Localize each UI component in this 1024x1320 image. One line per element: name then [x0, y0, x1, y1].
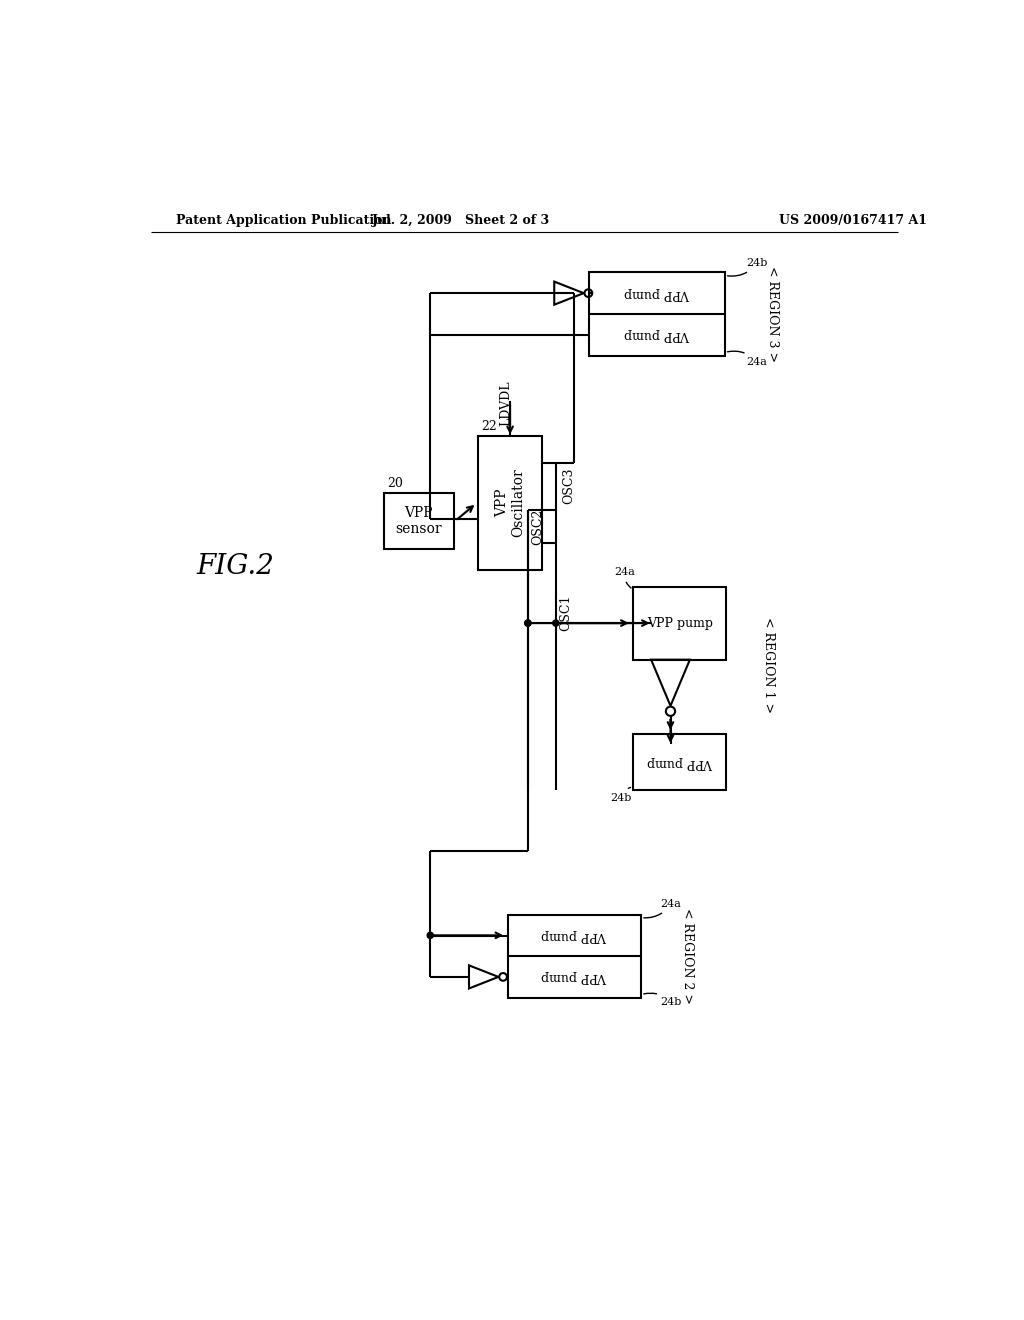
Text: < REGION 1 >: < REGION 1 >: [763, 618, 775, 713]
Bar: [508, 915, 641, 998]
Text: US 2009/0167417 A1: US 2009/0167417 A1: [779, 214, 927, 227]
Text: VPP pump: VPP pump: [542, 970, 607, 983]
Text: VPP pump: VPP pump: [542, 929, 607, 942]
Text: OSC2: OSC2: [531, 508, 544, 545]
Text: < REGION 2 >: < REGION 2 >: [681, 908, 694, 1005]
Circle shape: [553, 620, 559, 626]
Bar: [478, 436, 542, 570]
Text: Jul. 2, 2009   Sheet 2 of 3: Jul. 2, 2009 Sheet 2 of 3: [372, 214, 550, 227]
Text: 24b: 24b: [610, 788, 632, 803]
Text: VPP pump: VPP pump: [647, 616, 713, 630]
Text: FIG.2: FIG.2: [196, 553, 273, 579]
Text: VPP
sensor: VPP sensor: [395, 506, 442, 536]
Text: 24a: 24a: [727, 351, 767, 367]
Circle shape: [525, 620, 531, 626]
Text: 24b: 24b: [644, 993, 682, 1007]
Text: < REGION 3 >: < REGION 3 >: [766, 265, 779, 362]
Text: VPP pump: VPP pump: [647, 755, 713, 768]
Bar: [589, 272, 725, 355]
Circle shape: [525, 620, 531, 626]
Text: VPP pump: VPP pump: [624, 286, 690, 300]
Text: 22: 22: [481, 420, 497, 433]
Text: OSC1: OSC1: [559, 594, 571, 631]
Text: Patent Application Publication: Patent Application Publication: [176, 214, 391, 227]
Text: VPP pump: VPP pump: [624, 329, 690, 342]
Text: 20: 20: [387, 478, 402, 490]
Text: 24b: 24b: [727, 259, 768, 276]
Circle shape: [427, 932, 433, 939]
Bar: [633, 586, 726, 660]
Text: 24a: 24a: [614, 568, 635, 587]
Bar: [384, 494, 454, 549]
Text: OSC3: OSC3: [562, 467, 575, 504]
Text: VPP
Oscillator: VPP Oscillator: [495, 469, 525, 537]
Bar: [633, 734, 726, 789]
Text: 24a: 24a: [644, 899, 681, 917]
Text: LDVDL: LDVDL: [500, 381, 513, 426]
